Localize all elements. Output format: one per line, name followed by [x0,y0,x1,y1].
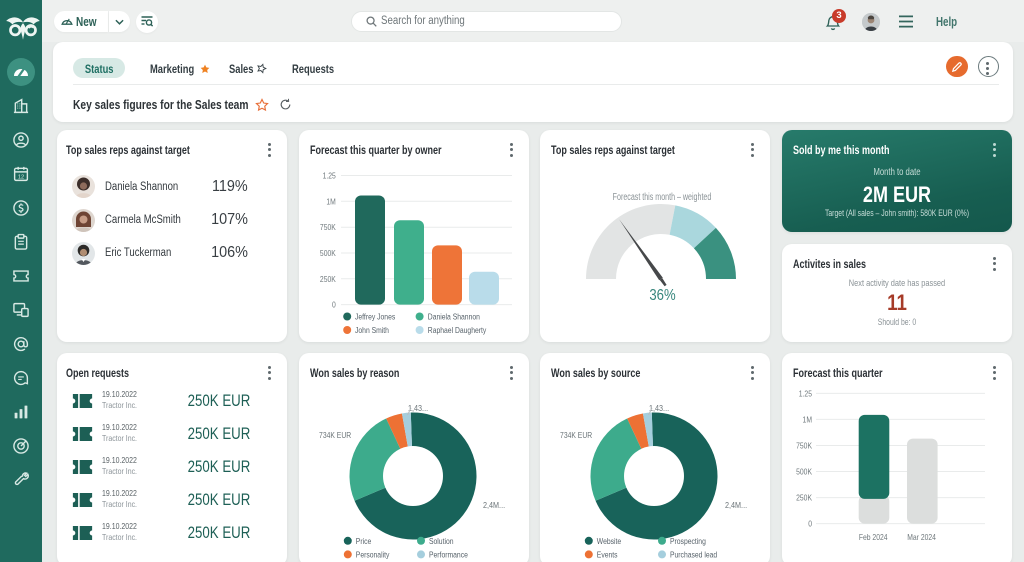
svg-text:0: 0 [332,300,336,310]
svg-text:Price: Price [356,536,371,546]
svg-text:250K: 250K [320,274,337,284]
svg-text:Performance: Performance [429,550,468,560]
svg-text:12: 12 [18,175,24,181]
svg-text:1M: 1M [326,197,335,207]
svg-text:Feb 2024: Feb 2024 [859,532,888,542]
svg-text:John Smith: John Smith [355,325,389,335]
svg-text:Events: Events [597,550,618,560]
svg-text:750K: 750K [320,222,337,232]
svg-text:Prospecting: Prospecting [670,536,706,546]
svg-text:Daniela Shannon: Daniela Shannon [428,312,480,322]
svg-text:1.25: 1.25 [799,389,812,399]
svg-text:Raphael Daugherty: Raphael Daugherty [428,325,487,335]
svg-text:250K: 250K [796,493,813,503]
svg-text:500K: 500K [796,467,813,477]
svg-text:1M: 1M [803,415,812,425]
svg-text:Solution: Solution [429,536,454,546]
svg-text:Jeffrey Jones: Jeffrey Jones [355,312,395,322]
svg-text:Mar 2024: Mar 2024 [907,532,936,542]
svg-text:500K: 500K [320,248,337,258]
svg-text:Personality: Personality [356,550,390,560]
svg-text:Website: Website [597,536,621,546]
svg-text:0: 0 [808,519,812,529]
svg-text:750K: 750K [796,441,813,451]
svg-text:1.25: 1.25 [323,171,336,181]
svg-text:Purchased lead: Purchased lead [670,550,717,560]
